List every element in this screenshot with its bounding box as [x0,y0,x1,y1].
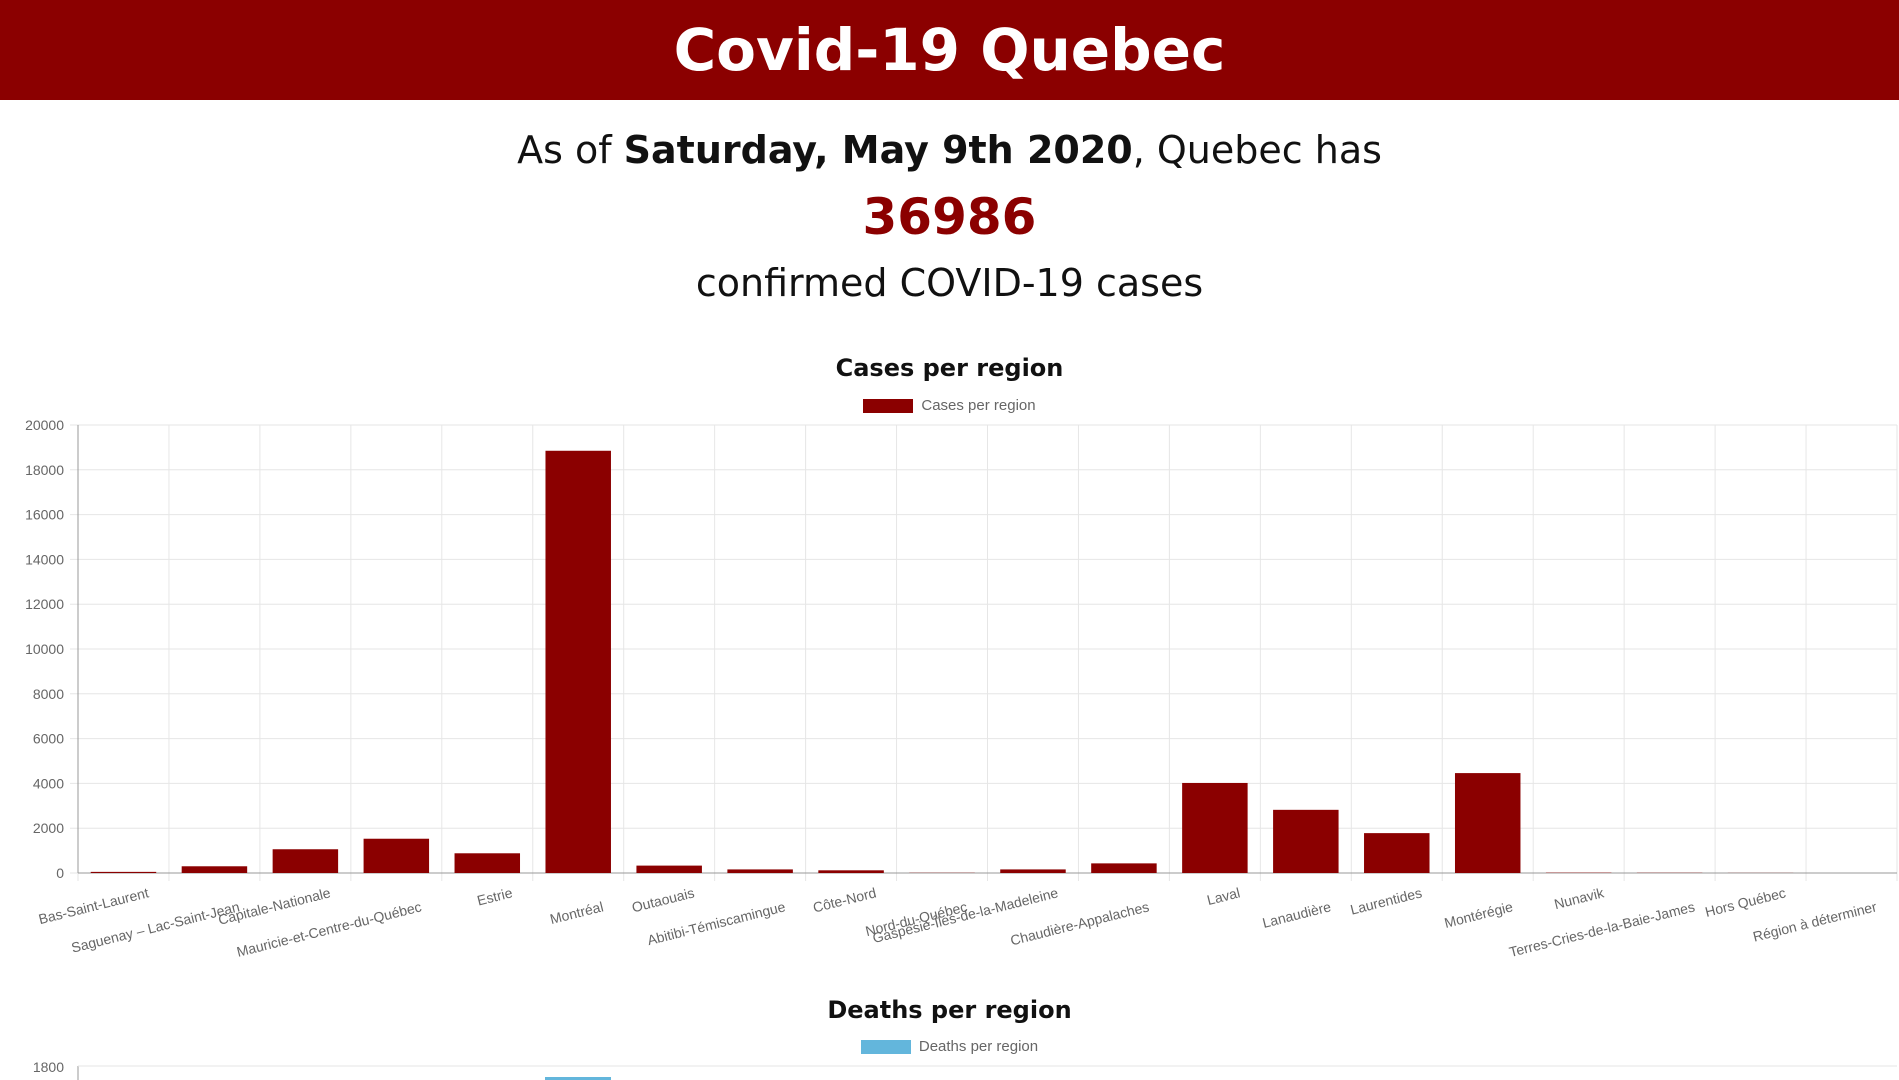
summary-suffix: , Quebec has [1132,128,1382,172]
cases-x-tick-label: Estrie [475,884,514,908]
cases-x-tick-label: Hors Québec [1703,884,1787,919]
cases-x-tick-label: Région à déterminer [1751,898,1878,944]
cases-x-tick-label: Terres-Cries-de-la-Baie-James [1508,898,1697,960]
cases-bar-4 [454,853,521,873]
cases-legend-label: Cases per region [921,397,1036,414]
cases-y-tick-label: 6000 [33,731,64,747]
cases-x-tick-label: Outaouais [630,884,696,915]
deaths-chart-title: Deaths per region [827,996,1072,1024]
cases-bar-5 [545,450,611,873]
cases-x-tick-label: Côte-Nord [811,884,878,915]
cases-chart-title: Cases per region [835,354,1064,382]
cases-y-tick-label: 8000 [33,686,64,702]
cases-y-tick-label: 12000 [25,596,64,612]
cases-bar-1 [181,866,248,873]
summary-prefix: As of [517,128,624,172]
cases-bar-8 [818,870,884,873]
cases-bar-12 [1182,782,1248,873]
cases-y-tick-label: 4000 [33,775,64,791]
deaths-legend-label: Deaths per region [918,1038,1039,1055]
cases-x-tick-label: Bas-Saint-Laurent [37,884,150,927]
cases-x-tick-label: Lanaudière [1261,898,1333,931]
cases-y-tick-label: 2000 [33,820,64,836]
summary-date-line: As of Saturday, May 9th 2020, Quebec has [0,128,1899,172]
cases-bar-13 [1273,809,1339,873]
cases-x-tick-label: Montréal [548,898,605,927]
cases-legend[interactable]: Cases per region [0,397,1899,414]
cases-bar-11 [1091,863,1157,873]
cases-x-tick-label: Montérégie [1443,898,1515,931]
cases-x-tick-label: Laurentides [1349,884,1424,917]
header-banner: Covid-19 Quebec [0,0,1899,100]
cases-bar-2 [272,849,339,873]
cases-x-tick-label: Laval [1205,884,1241,908]
cases-y-tick-label: 14000 [25,551,64,567]
cases-bar-3 [363,838,430,873]
deaths-y-tick-label: 1800 [33,1059,64,1075]
deaths-legend[interactable]: Deaths per region [0,1038,1899,1055]
summary-date: Saturday, May 9th 2020 [623,128,1133,172]
cases-bar-7 [727,869,793,873]
cases-bar-15 [1454,773,1521,873]
deaths-bar-montreal [545,1077,611,1080]
cases-x-tick-label: Nunavik [1552,884,1606,912]
cases-y-tick-label: 16000 [25,507,64,523]
cases-bar-6 [636,865,702,873]
summary-cases-label: confirmed COVID-19 cases [695,261,1204,305]
deaths-legend-swatch [860,1039,911,1054]
cases-y-tick-label: 18000 [25,462,64,478]
cases-bar-14 [1364,833,1430,873]
cases-y-tick-label: 10000 [25,641,64,657]
case-count: 36986 [862,188,1037,246]
deaths-chart: 1800 [33,1059,1897,1080]
cases-bar-10 [1000,869,1066,873]
cases-bar-0 [90,871,157,873]
cases-y-tick-label: 0 [56,865,64,881]
page-title: Covid-19 Quebec [673,16,1226,84]
cases-legend-swatch [863,398,914,413]
cases-y-tick-label: 20000 [25,417,64,433]
